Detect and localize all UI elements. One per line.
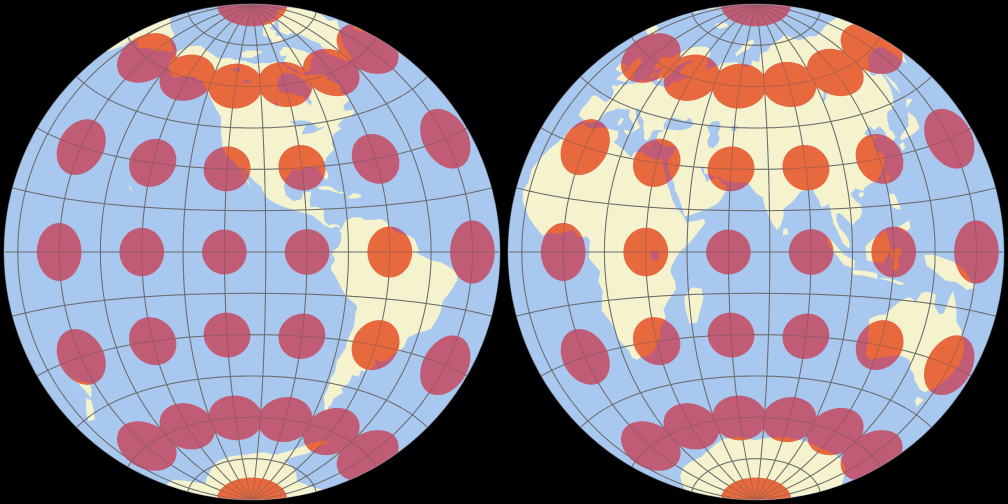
hemisphere-rim [3,3,501,501]
western-hemisphere [4,4,500,500]
graticule-overlay [508,4,1004,500]
hemisphere-rim [507,3,1005,501]
graticule-overlay [4,4,500,500]
eastern-hemisphere [508,4,1004,500]
